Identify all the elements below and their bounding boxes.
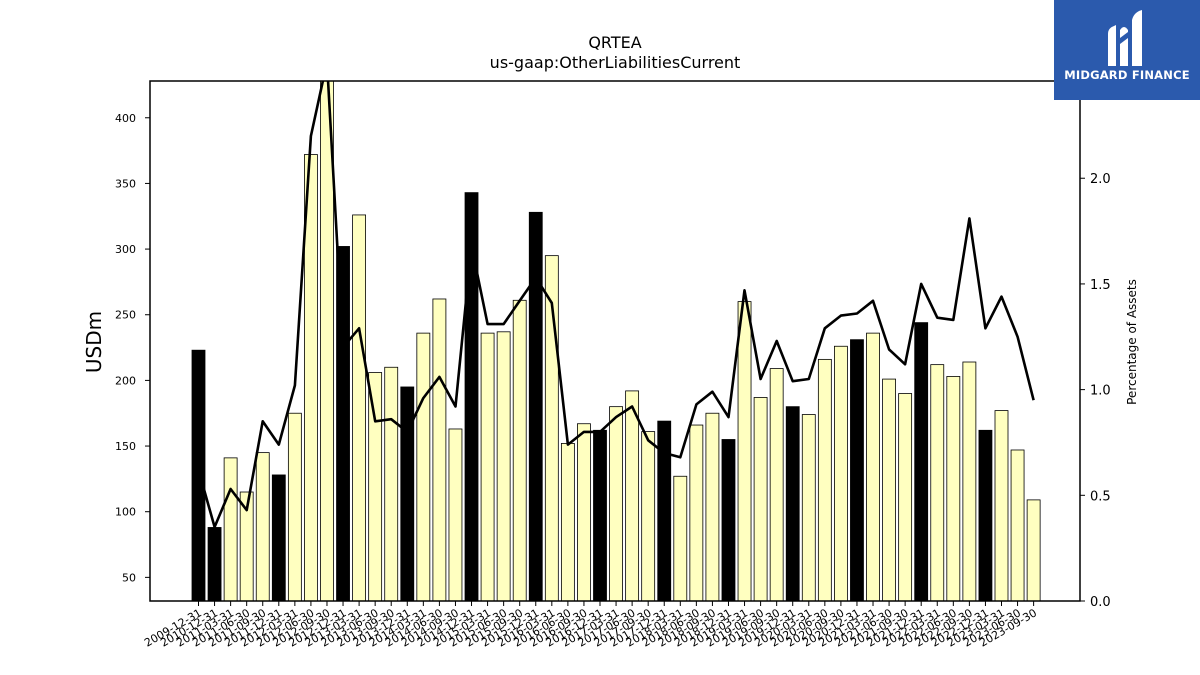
bar-2020-09-30 [834,345,848,601]
bar-series [191,81,1041,601]
bar-2017-06-30 [625,390,640,601]
bar-2015-12-31 [528,211,543,601]
y-tick-label: 100 [115,506,136,519]
bar-2011-12-31 [271,474,286,601]
line-series [197,81,1035,529]
y2-tick-label: 1.5 [1090,278,1111,293]
plot-frame [149,80,1081,602]
bar-2013-09-30 [384,366,399,601]
chart-subtitle: us-gaap:OtherLiabilitiesCurrent [490,53,741,72]
bar-2023-06-30 [1010,449,1025,601]
bar-2014-12-31 [464,192,479,601]
brand-logo: MIDGARD FINANCE [1054,0,1200,100]
bar-2018-03-31 [673,475,688,601]
bar-2019-12-31 [785,406,800,601]
bar-2019-06-30 [753,397,768,601]
bar-2019-03-31 [737,301,752,601]
bar-2017-09-30 [641,431,656,601]
bar-2018-06-30 [689,424,704,601]
bar-2023-03-31 [994,410,1009,601]
bar-2022-12-31 [978,429,993,601]
bar-2022-06-30 [946,376,961,601]
bar-2020-03-31 [801,414,816,601]
percentage-line [197,81,1035,529]
bar-2015-06-30 [496,331,511,601]
bar-2015-03-31 [480,332,495,601]
y-tick-label: 250 [115,309,136,322]
bar-2011-03-31 [223,457,238,601]
bar-2014-06-30 [432,298,447,601]
y-tick-label: 150 [115,440,136,453]
bar-2023-09-30 [1026,499,1041,601]
bar-2016-06-30 [560,443,575,601]
bar-2012-12-31 [336,246,350,601]
bar-2021-03-31 [866,332,880,601]
bar-2016-09-30 [577,423,591,601]
bar-2011-09-30 [255,452,270,601]
y-tick-label: 50 [122,571,136,584]
y-tick-label: 350 [115,177,136,190]
y-tick-label: 400 [115,112,136,125]
bar-2016-12-31 [593,429,607,601]
bar-2013-03-31 [352,214,367,601]
y-tick-label: 300 [115,243,136,256]
bar-2018-09-30 [705,412,720,601]
bar-2009-12-31 [191,349,206,601]
bar-2022-09-30 [962,361,977,601]
bar-2013-06-30 [368,372,383,601]
bar-2012-03-31 [287,412,302,601]
bar-2020-06-30 [817,358,832,601]
y2-tick-label: 2.0 [1090,172,1111,187]
bar-2021-12-31 [914,322,929,601]
bar-2022-03-31 [930,364,945,601]
bar-2017-12-31 [657,420,672,601]
bar-2019-09-30 [769,368,784,601]
bar-2017-03-31 [609,406,623,601]
bar-2012-09-30 [320,81,334,601]
bar-2018-12-31 [721,439,736,601]
y2-tick-label: 0.0 [1090,595,1111,610]
bar-2010-12-31 [207,527,222,601]
bar-2015-09-30 [512,299,527,601]
bar-2021-06-30 [882,378,896,601]
bar-2011-06-30 [239,491,254,601]
bar-2021-09-30 [898,393,913,601]
axes: 501001502002503003504000.00.51.01.52.020… [115,80,1111,650]
bar-2020-12-31 [850,339,864,601]
midgard-logo-icon [1108,10,1142,66]
brand-name: MIDGARD FINANCE [1064,68,1190,82]
chart-title: QRTEA [588,33,641,52]
y2-axis-label: Percentage of Assets [1125,279,1139,405]
y2-tick-label: 0.5 [1090,489,1111,504]
y-axis-label: USDm [82,311,106,373]
bar-2014-09-30 [448,428,463,601]
bar-2014-03-31 [416,332,431,601]
y2-tick-label: 1.0 [1090,384,1111,399]
bar-2013-12-31 [400,386,415,601]
y-tick-label: 200 [115,374,136,387]
